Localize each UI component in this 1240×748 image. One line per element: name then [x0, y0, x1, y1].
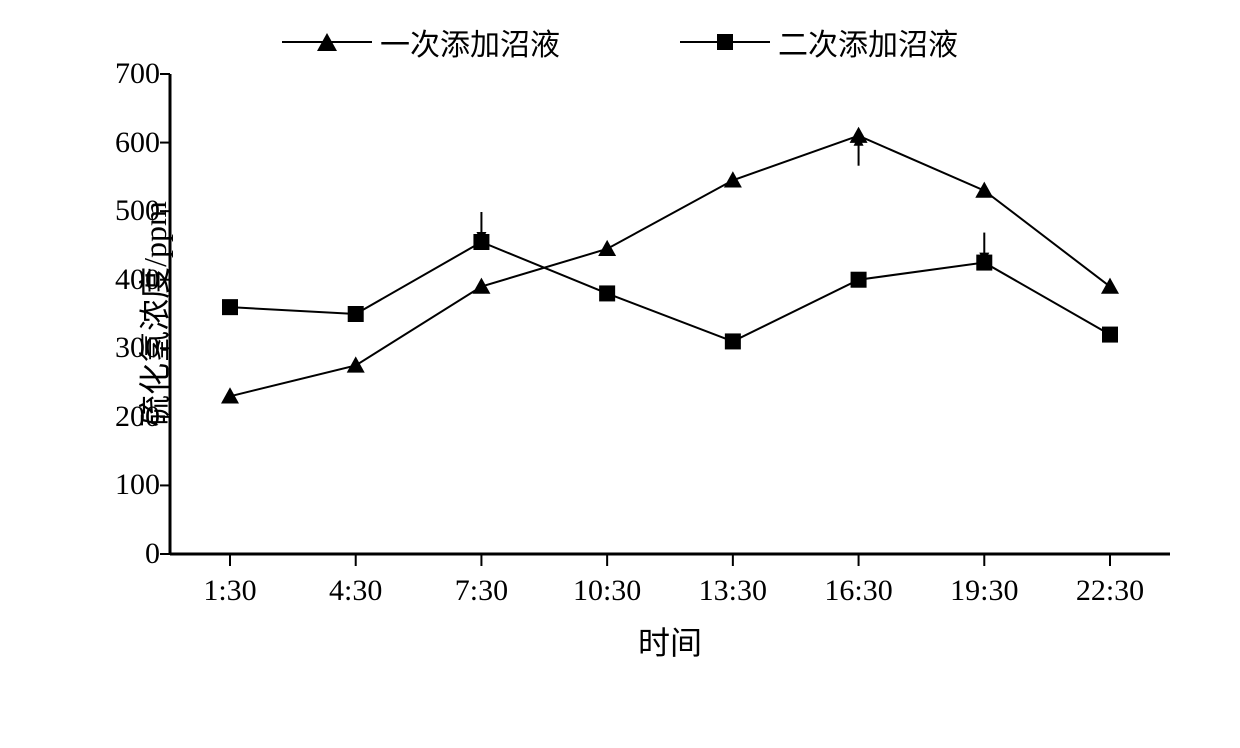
legend-label-1: 一次添加沼液: [380, 20, 560, 64]
x-tick-label: 1:30: [203, 574, 256, 608]
y-tick-label: 0: [145, 537, 160, 571]
x-tick-label: 16:30: [824, 574, 892, 608]
legend-line-1: [282, 41, 372, 43]
y-tick-label: 400: [115, 263, 160, 297]
x-tick-label: 4:30: [329, 574, 382, 608]
y-tick-label: 500: [115, 194, 160, 228]
x-tick-label: 7:30: [455, 574, 508, 608]
legend-item-series2: 二次添加沼液: [680, 20, 958, 64]
y-tick-label: 100: [115, 468, 160, 502]
x-tick-label: 13:30: [699, 574, 767, 608]
legend-label-2: 二次添加沼液: [778, 20, 958, 64]
legend: 一次添加沼液 二次添加沼液: [20, 20, 1220, 64]
x-tick-label: 19:30: [950, 574, 1018, 608]
y-tick-label: 600: [115, 126, 160, 160]
x-axis-label: 时间: [638, 618, 702, 664]
y-tick-label: 300: [115, 331, 160, 365]
plot-area: 硫化氢浓度/ppm 时间 01002003004005006007001:304…: [170, 74, 1170, 554]
square-icon: [717, 34, 733, 50]
legend-line-2: [680, 41, 770, 43]
chart-container: 一次添加沼液 二次添加沼液 硫化氢浓度/ppm 时间 0100200300400…: [20, 20, 1220, 728]
x-tick-label: 22:30: [1076, 574, 1144, 608]
y-tick-label: 700: [115, 57, 160, 91]
y-axis-label: 硫化氢浓度/ppm: [130, 201, 176, 427]
x-tick-label: 10:30: [573, 574, 641, 608]
y-tick-label: 200: [115, 400, 160, 434]
legend-item-series1: 一次添加沼液: [282, 20, 560, 64]
triangle-icon: [317, 33, 337, 51]
chart-svg: [170, 74, 1170, 554]
